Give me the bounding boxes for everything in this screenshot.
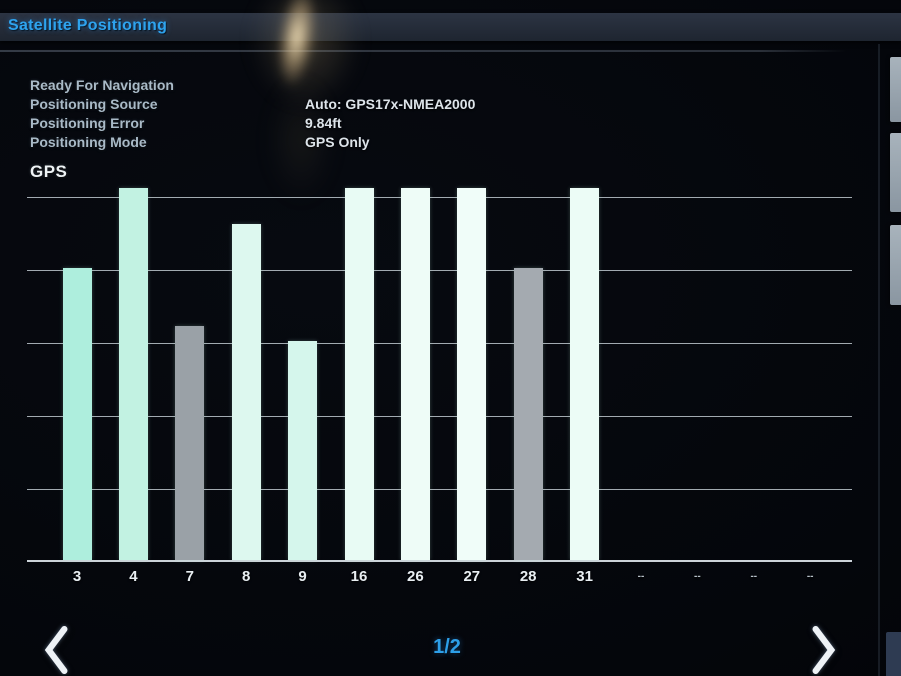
satellite-label-empty: --: [750, 571, 758, 582]
chevron-right-icon: [812, 626, 836, 674]
gridline: [27, 270, 852, 271]
satellite-label-27: 27: [463, 568, 481, 585]
signal-bar-sat-28: [513, 268, 543, 560]
signal-bar-sat-27: [457, 188, 487, 560]
satellite-label-8: 8: [242, 568, 251, 585]
gridline: [27, 343, 852, 344]
satellite-label-28: 28: [519, 568, 537, 585]
satellite-label-26: 26: [407, 568, 424, 585]
screen-edge-divider: [878, 44, 880, 676]
status-label-positioning-error: Positioning Error: [30, 115, 145, 131]
status-value-positioning-mode: GPS Only: [305, 134, 370, 150]
status-label-positioning-mode: Positioning Mode: [30, 134, 147, 150]
status-labels: Ready For Navigation Positioning Source …: [30, 76, 174, 152]
next-page-button[interactable]: [810, 626, 840, 676]
satellite-label-7: 7: [185, 568, 194, 585]
satellite-label-empty: --: [637, 571, 645, 582]
gridline: [27, 197, 852, 198]
signal-bar-sat-16: [344, 188, 374, 560]
signal-bar-sat-26: [400, 188, 430, 560]
prev-page-button[interactable]: [42, 626, 72, 676]
header-separator-line: [0, 50, 846, 52]
edge-button[interactable]: [890, 57, 901, 122]
status-value-positioning-source: Auto: GPS17x-NMEA2000: [305, 96, 476, 112]
x-axis-line: [27, 560, 852, 562]
satellite-label-empty: --: [806, 571, 814, 582]
satellite-label-4: 4: [129, 568, 138, 585]
satellite-label-9: 9: [298, 568, 307, 585]
satellite-label-16: 16: [350, 568, 368, 585]
chart-title: GPS: [30, 162, 68, 181]
page-title: Satellite Positioning: [8, 17, 168, 34]
signal-bar-sat-8: [231, 224, 261, 560]
page-indicator: 1/2: [433, 636, 461, 658]
gridline: [27, 489, 852, 490]
chevron-left-icon: [44, 626, 68, 674]
status-label-positioning-source: Positioning Source: [30, 96, 158, 112]
signal-bar-sat-4: [118, 188, 148, 560]
satellite-label-empty: --: [694, 571, 701, 582]
gridline: [27, 416, 852, 417]
edge-button[interactable]: [890, 225, 901, 305]
signal-bar-sat-3: [62, 268, 92, 560]
satellite-signal-chart: 3 4 7 8 9 16 26 27 28 31 -- -- -- --: [27, 188, 852, 585]
status-values: Auto: GPS17x-NMEA2000 9.84ft GPS Only: [305, 95, 475, 152]
edge-button-corner[interactable]: [886, 632, 901, 676]
satellite-label-31: 31: [576, 568, 593, 585]
status-value-positioning-error: 9.84ft: [305, 115, 342, 131]
status-ready-text: Ready For Navigation: [30, 77, 174, 93]
signal-bar-sat-7: [175, 326, 205, 560]
satellite-label-3: 3: [72, 568, 82, 585]
edge-button[interactable]: [890, 133, 901, 212]
title-bar: Satellite Positioning: [0, 13, 901, 41]
signal-bar-sat-9: [288, 341, 318, 560]
signal-bar-sat-31: [570, 188, 600, 560]
